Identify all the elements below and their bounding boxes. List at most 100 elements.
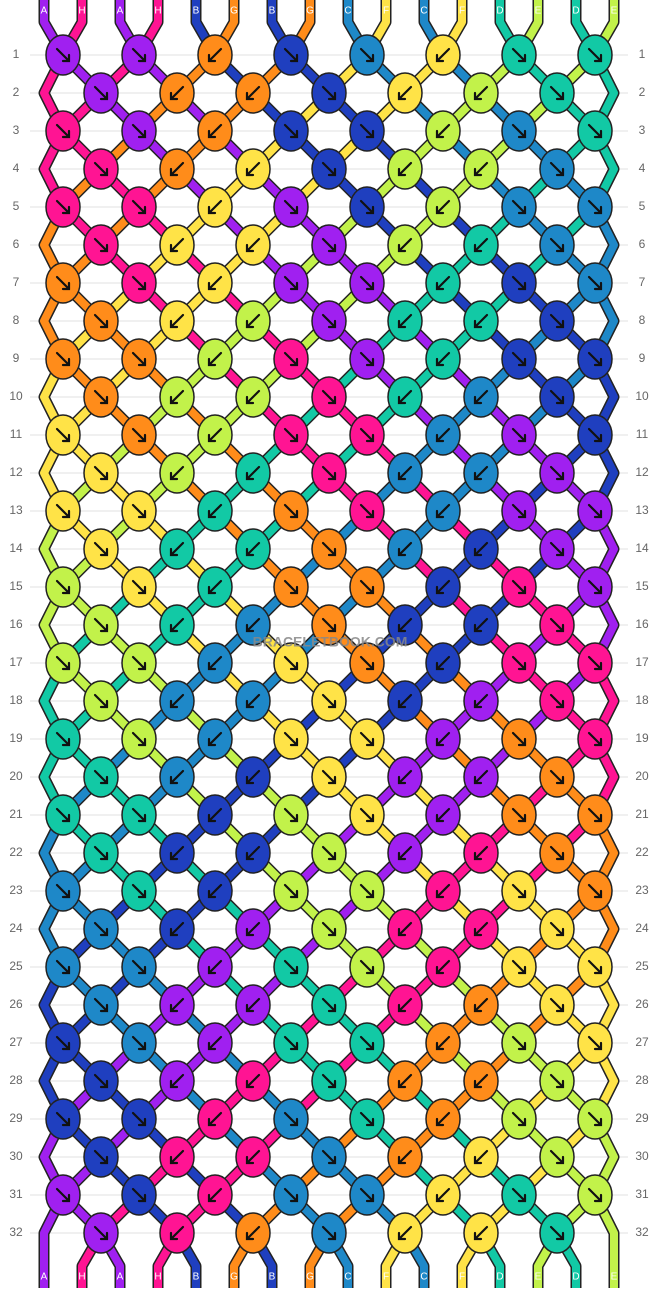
knot-arrow bbox=[207, 1187, 223, 1203]
knot-arrow bbox=[207, 579, 223, 595]
knot-arrow bbox=[435, 731, 451, 747]
knot-arrow bbox=[207, 47, 223, 63]
knot-arrow bbox=[359, 503, 375, 519]
knot-arrow bbox=[169, 313, 185, 329]
knot-arrow bbox=[435, 199, 451, 215]
knot-arrow bbox=[55, 123, 71, 139]
knot-arrow bbox=[435, 807, 451, 823]
row-number-right: 11 bbox=[636, 427, 649, 441]
knot-arrow bbox=[245, 693, 261, 709]
knot-arrow bbox=[511, 883, 527, 899]
knot-arrow bbox=[549, 85, 565, 101]
row-number-right: 17 bbox=[635, 655, 649, 669]
knot-arrow bbox=[549, 693, 565, 709]
row-number-left: 10 bbox=[9, 389, 23, 403]
row-number-left: 14 bbox=[9, 541, 23, 555]
knots bbox=[45, 34, 613, 1254]
knot-arrow bbox=[587, 883, 603, 899]
knot-arrow bbox=[511, 959, 527, 975]
knot-arrow bbox=[549, 845, 565, 861]
string-label-bottom: B bbox=[193, 1272, 200, 1283]
row-number-left: 8 bbox=[13, 313, 20, 327]
knot-arrow bbox=[397, 1073, 413, 1089]
knot-arrow bbox=[321, 465, 337, 481]
knot-arrow bbox=[359, 959, 375, 975]
knot-arrow bbox=[93, 541, 109, 557]
knot-arrow bbox=[587, 427, 603, 443]
knot-arrow bbox=[245, 921, 261, 937]
knot-arrow bbox=[169, 617, 185, 633]
knot-arrow bbox=[169, 1225, 185, 1241]
row-number-right: 29 bbox=[635, 1111, 649, 1125]
knot-arrow bbox=[511, 275, 527, 291]
knot-arrow bbox=[511, 1035, 527, 1051]
knot-arrow bbox=[473, 617, 489, 633]
knot-arrow bbox=[397, 465, 413, 481]
row-number-right: 16 bbox=[635, 617, 649, 631]
knot-arrow bbox=[207, 655, 223, 671]
row-number-right: 10 bbox=[635, 389, 649, 403]
knot-arrow bbox=[473, 541, 489, 557]
row-number-right: 12 bbox=[635, 465, 649, 479]
string-label-bottom: E bbox=[535, 1272, 542, 1283]
knot-arrow bbox=[435, 123, 451, 139]
knot-arrow bbox=[283, 1035, 299, 1051]
knot-arrow bbox=[587, 351, 603, 367]
knot-arrow bbox=[283, 731, 299, 747]
knot-arrow bbox=[55, 883, 71, 899]
knot-arrow bbox=[549, 161, 565, 177]
knot-arrow bbox=[169, 1149, 185, 1165]
string-label-top: F bbox=[459, 6, 465, 17]
string-label-top: C bbox=[420, 6, 427, 17]
knot-arrow bbox=[549, 1073, 565, 1089]
knot-arrow bbox=[473, 845, 489, 861]
knot-arrow bbox=[283, 579, 299, 595]
knot-arrow bbox=[245, 769, 261, 785]
string-label-bottom: A bbox=[117, 1272, 124, 1283]
knot-arrow bbox=[283, 959, 299, 975]
knot-arrow bbox=[93, 1149, 109, 1165]
knot-arrow bbox=[397, 541, 413, 557]
string-label-bottom: C bbox=[420, 1272, 427, 1283]
knot-arrow bbox=[511, 731, 527, 747]
knot-arrow bbox=[397, 161, 413, 177]
row-number-right: 24 bbox=[635, 921, 649, 935]
string-label-bottom: C bbox=[344, 1272, 351, 1283]
knot-arrow bbox=[55, 579, 71, 595]
knot-arrow bbox=[397, 921, 413, 937]
knot-arrow bbox=[321, 617, 337, 633]
knot-arrow bbox=[207, 427, 223, 443]
knot-arrow bbox=[397, 997, 413, 1013]
knot-arrow bbox=[397, 617, 413, 633]
knot-arrow bbox=[587, 275, 603, 291]
knot-arrow bbox=[55, 1187, 71, 1203]
knot-arrow bbox=[587, 1035, 603, 1051]
knot-arrow bbox=[93, 1073, 109, 1089]
knot-arrow bbox=[245, 1225, 261, 1241]
knot-arrow bbox=[397, 1149, 413, 1165]
row-number-right: 18 bbox=[635, 693, 649, 707]
knot-arrow bbox=[55, 199, 71, 215]
row-number-left: 25 bbox=[9, 959, 23, 973]
knot-arrow bbox=[321, 845, 337, 861]
row-number-right: 14 bbox=[635, 541, 649, 555]
row-number-left: 2 bbox=[13, 85, 20, 99]
knot-arrow bbox=[473, 85, 489, 101]
knot-arrow bbox=[283, 807, 299, 823]
knot-arrow bbox=[473, 997, 489, 1013]
string-label-bottom: F bbox=[459, 1272, 465, 1283]
knot-arrow bbox=[511, 47, 527, 63]
knot-arrow bbox=[283, 351, 299, 367]
knot-arrow bbox=[435, 275, 451, 291]
knot-arrow bbox=[245, 997, 261, 1013]
knot-arrow bbox=[359, 655, 375, 671]
knot-arrow bbox=[169, 85, 185, 101]
knot-arrow bbox=[55, 427, 71, 443]
string-label-top: F bbox=[383, 6, 389, 17]
knot-arrow bbox=[169, 845, 185, 861]
knot-arrow bbox=[93, 845, 109, 861]
row-number-right: 26 bbox=[635, 997, 649, 1011]
knot-arrow bbox=[93, 997, 109, 1013]
knot-arrow bbox=[55, 351, 71, 367]
row-number-right: 22 bbox=[635, 845, 649, 859]
